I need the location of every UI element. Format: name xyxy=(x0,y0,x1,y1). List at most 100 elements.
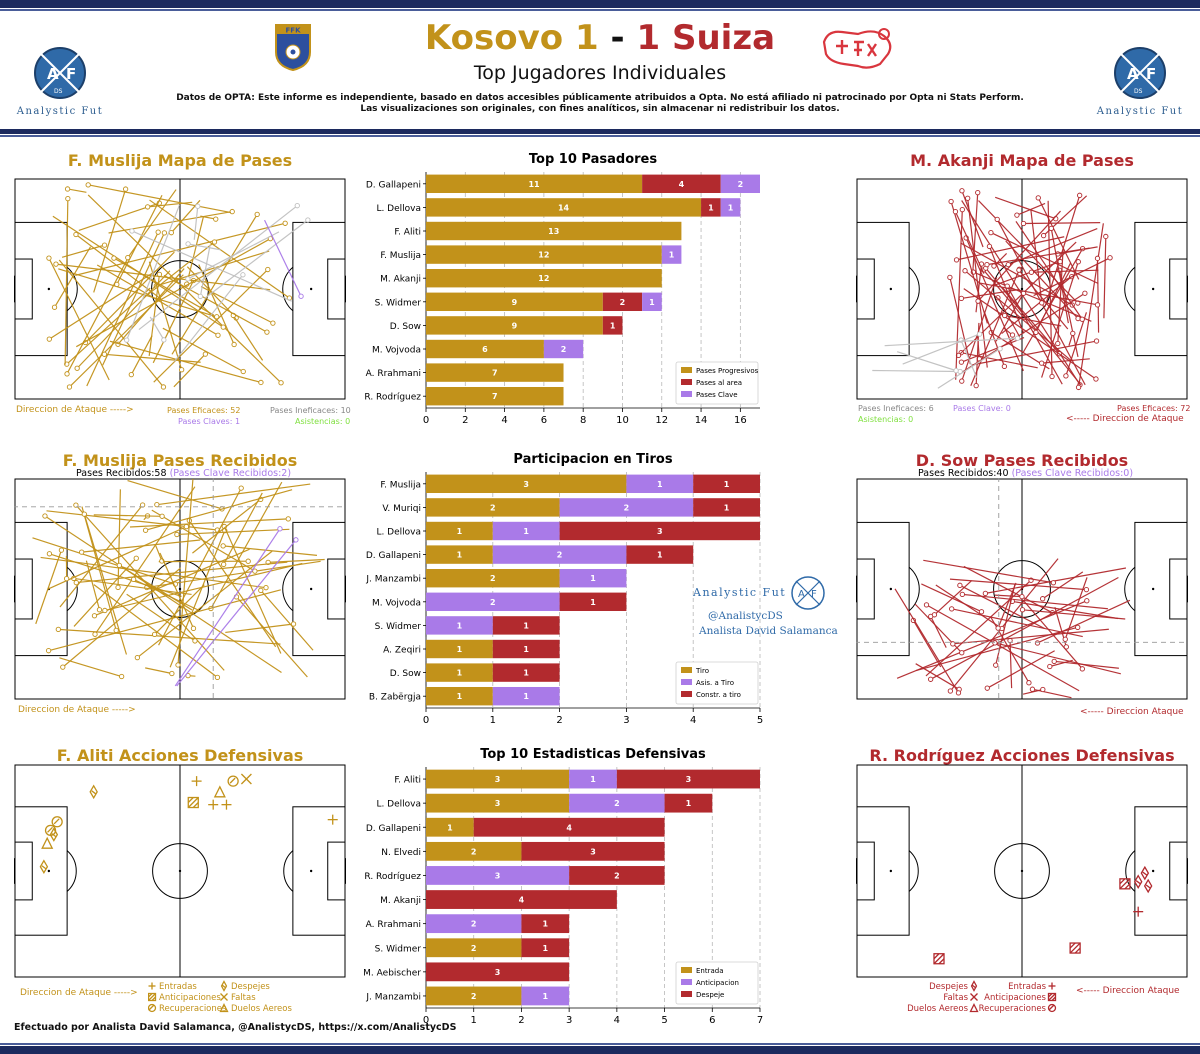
received-pass-end xyxy=(1050,580,1057,586)
successful-pass-end xyxy=(101,351,108,357)
passers-legend-label: Pases al area xyxy=(696,379,742,387)
defense-tick-label: 4 xyxy=(614,1015,620,1026)
passers-bar-label: 2 xyxy=(620,298,626,307)
six-yard-box xyxy=(856,258,875,320)
received-pass xyxy=(133,578,200,612)
unsuccessful-pass-end xyxy=(129,228,135,234)
successful-pass-end xyxy=(1077,192,1083,198)
disclaimer-line-1: Datos de OPTA: Este informe es independi… xyxy=(176,93,1024,103)
received-pass xyxy=(225,623,294,634)
akanji-passmap-direction: <----- Direccion de Ataque xyxy=(1066,414,1184,424)
watermark-handle: @AnalistycDS xyxy=(708,610,783,622)
received-pass-end xyxy=(133,555,139,561)
successful-pass xyxy=(988,246,1025,334)
successful-pass-end xyxy=(948,198,954,205)
shots-bar xyxy=(559,498,694,517)
received-pass xyxy=(192,498,262,554)
passers-bar-label: 7 xyxy=(492,392,498,401)
defense-tick-label: 3 xyxy=(566,1015,572,1026)
received-pass-end xyxy=(285,516,291,522)
pitch-lines xyxy=(14,764,346,978)
unsuccessful-pass xyxy=(902,333,980,365)
clearance-marker xyxy=(41,865,47,870)
defense-category-label: M. Aebischer xyxy=(363,968,421,978)
shots-bar xyxy=(559,521,760,541)
successful-pass xyxy=(66,287,151,365)
received-pass xyxy=(236,596,308,678)
recovery-marker xyxy=(148,1004,155,1011)
watermark-brand: Analystic Fut xyxy=(693,586,787,599)
defense-bar xyxy=(426,914,522,934)
shots-bar-label: 3 xyxy=(657,527,663,536)
brand-name-left: Analystic Fut xyxy=(16,106,104,117)
received-pass xyxy=(62,567,181,668)
akanji-successful-passes: Pases Eficaces: 72 xyxy=(1117,404,1191,413)
muslija-key-received: (Pases Clave Recibidos:2) xyxy=(169,468,292,479)
penalty-arc xyxy=(1125,850,1136,892)
successful-pass-end xyxy=(178,367,185,373)
penalty-spot xyxy=(47,869,51,873)
received-pass-end xyxy=(96,607,103,613)
successful-pass-end xyxy=(214,314,220,320)
defense-legend-swatch xyxy=(681,979,692,985)
penalty-spot xyxy=(1151,869,1155,873)
received-pass-end xyxy=(214,674,221,681)
successful-pass xyxy=(1044,195,1081,307)
defense-bar-label: 2 xyxy=(471,847,477,856)
rodriguez-legend-label: Recuperaciones xyxy=(979,1004,1047,1014)
received-pass-end xyxy=(949,606,955,612)
successful-pass xyxy=(983,269,1023,317)
akanji-passmap-pitch xyxy=(856,178,1188,400)
successful-pass xyxy=(58,259,164,388)
muslija-received-total: Pases Recibidos:58 xyxy=(76,468,167,479)
received-pass xyxy=(223,492,263,565)
centre-spot xyxy=(1020,287,1024,291)
received-pass xyxy=(923,559,1054,584)
svg-text:A: A xyxy=(798,589,805,600)
clearance-marker xyxy=(51,833,57,838)
received-pass-end xyxy=(55,626,61,633)
defense-bar xyxy=(521,914,570,934)
penalty-arc xyxy=(908,266,920,312)
successful-pass xyxy=(86,231,159,387)
unsuccessful-pass-end xyxy=(161,337,167,343)
received-pass-end xyxy=(258,587,264,593)
defense-bar-label: 3 xyxy=(686,775,692,784)
successful-pass xyxy=(1037,197,1080,280)
centre-circle xyxy=(152,843,208,899)
unsuccessful-pass-end xyxy=(305,217,311,223)
passers-bar-label: 14 xyxy=(558,203,570,212)
successful-pass-end xyxy=(74,365,80,371)
successful-pass-end xyxy=(264,329,270,335)
clearance-marker xyxy=(91,790,97,795)
received-pass-end xyxy=(159,513,165,519)
recovery-marker xyxy=(47,826,53,833)
shots-bar xyxy=(426,498,560,517)
received-pass-end xyxy=(134,654,141,661)
successful-pass-end xyxy=(265,266,271,273)
clearance-marker xyxy=(1135,880,1141,885)
rodriguez-defense-direction: <----- Direccion Ataque xyxy=(1076,986,1180,996)
passers-tick-label: 8 xyxy=(580,415,586,426)
clearance-marker xyxy=(1143,878,1153,894)
received-pass-end xyxy=(1047,663,1053,670)
svg-text:F: F xyxy=(1146,65,1156,83)
successful-pass-end xyxy=(953,257,960,263)
shots-category-label: D. Gallapeni xyxy=(366,551,421,561)
penalty-box xyxy=(14,221,68,357)
successful-pass xyxy=(950,201,988,324)
six-yard-box xyxy=(327,558,346,620)
successful-pass xyxy=(979,282,1098,306)
received-pass xyxy=(930,616,947,648)
successful-pass-end xyxy=(959,207,965,213)
aliti-defense-direction: Direccion de Ataque -----> xyxy=(20,988,138,998)
received-pass xyxy=(145,667,173,675)
defense-tick-label: 7 xyxy=(757,1015,763,1026)
received-pass xyxy=(59,504,144,608)
passers-bar xyxy=(426,268,662,288)
received-pass xyxy=(949,558,1059,692)
muslija-successful-passes: Pases Eficaces: 52 xyxy=(167,406,241,415)
passers-legend-swatch xyxy=(681,367,692,373)
defense-tick-label: 0 xyxy=(423,1015,429,1026)
shots-tick-label: 2 xyxy=(556,715,562,726)
